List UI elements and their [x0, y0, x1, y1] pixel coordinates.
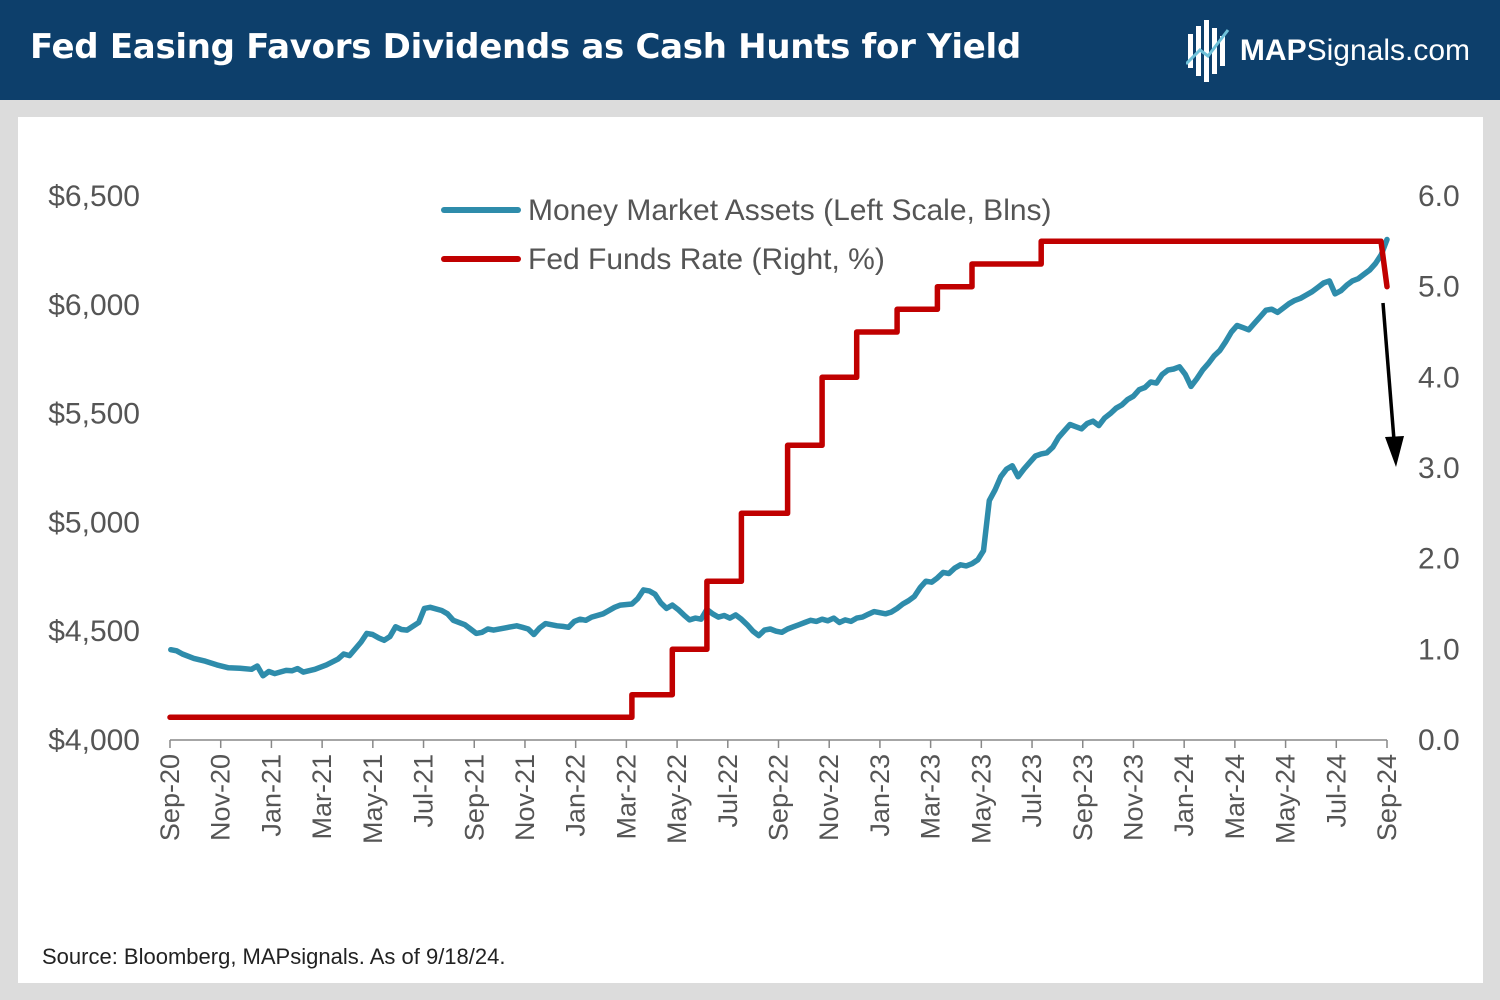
- left-axis-tick-label: $5,000: [48, 506, 140, 539]
- right-axis-tick-label: 1.0: [1418, 633, 1460, 666]
- x-tick-label: Jul-22: [713, 754, 743, 828]
- brand-name-bold: MAP: [1239, 34, 1307, 67]
- downward-arrow-head: [1385, 436, 1404, 467]
- left-axis-tick-label: $5,500: [48, 398, 140, 431]
- x-tick-label: Nov-21: [510, 754, 540, 841]
- left-axis-tick-label: $6,500: [48, 180, 140, 213]
- right-axis-tick-label: 2.0: [1418, 543, 1460, 576]
- x-tick-label: May-22: [662, 754, 692, 844]
- x-tick-label: Sep-24: [1372, 754, 1402, 841]
- downward-arrow-shaft: [1381, 302, 1397, 446]
- x-tick-label: Jul-24: [1321, 754, 1351, 828]
- right-axis-tick-label: 4.0: [1418, 361, 1460, 394]
- legend-label: Money Market Assets (Left Scale, Blns): [528, 194, 1052, 227]
- right-axis-tick-label: 5.0: [1418, 271, 1460, 304]
- x-tick-label: May-24: [1271, 754, 1301, 844]
- x-tick-label: Jan-24: [1169, 754, 1199, 837]
- x-tick-label: Mar-23: [916, 754, 946, 840]
- left-axis-tick-label: $4,500: [48, 615, 140, 648]
- left-axis-tick-label: $4,000: [48, 724, 140, 757]
- x-tick-label: Jan-23: [865, 754, 895, 837]
- left-axis-tick-label: $6,000: [48, 289, 140, 322]
- x-tick-label: May-21: [358, 754, 388, 844]
- right-axis-tick-label: 0.0: [1418, 724, 1460, 757]
- chart-panel: Sep-20 Nov-20 Jan-21 Mar-21 May-21 Jul-21 Sep-…: [18, 117, 1483, 983]
- x-tick-label: Jan-22: [561, 754, 591, 837]
- right-axis-tick-label: 6.0: [1418, 180, 1460, 213]
- x-tick-label: Nov-20: [206, 754, 236, 841]
- x-tick-label: Mar-21: [307, 754, 337, 840]
- x-tick-label: Sep-21: [459, 754, 489, 841]
- x-tick-label: Sep-22: [764, 754, 794, 841]
- brand-logo: MAPSignals.com: [1185, 20, 1470, 82]
- right-axis-tick-label: 3.0: [1418, 452, 1460, 485]
- x-tick-label: Mar-22: [611, 754, 641, 840]
- brand-wordmark: MAPSignals.com: [1240, 34, 1470, 68]
- header-bar: Fed Easing Favors Dividends as Cash Hunt…: [0, 0, 1500, 100]
- x-tick-label: May-23: [966, 754, 996, 844]
- money-market-assets-line: [168, 236, 1390, 679]
- x-tick-label: Mar-24: [1220, 754, 1250, 840]
- x-tick-label: Nov-23: [1118, 754, 1148, 841]
- x-tick-label: Sep-20: [155, 754, 185, 841]
- brand-name-rest: Signals.com: [1306, 34, 1470, 67]
- x-tick-label: Nov-22: [814, 754, 844, 841]
- x-tick-label: Sep-23: [1068, 754, 1098, 841]
- x-tick-label: Jul-23: [1017, 754, 1047, 828]
- fed-funds-rate-line: [167, 238, 1390, 721]
- mapsignals-logo-icon: [1185, 20, 1230, 82]
- x-tick-label: Jul-21: [409, 754, 439, 828]
- legend-label: Fed Funds Rate (Right, %): [528, 243, 885, 276]
- x-tick-label: Jan-21: [256, 754, 286, 837]
- page-title: Fed Easing Favors Dividends as Cash Hunt…: [30, 27, 1021, 67]
- source-note: Source: Bloomberg, MAPsignals. As of 9/1…: [42, 944, 506, 969]
- line-chart: Sep-20 Nov-20 Jan-21 Mar-21 May-21 Jul-21 Sep-…: [48, 180, 1460, 844]
